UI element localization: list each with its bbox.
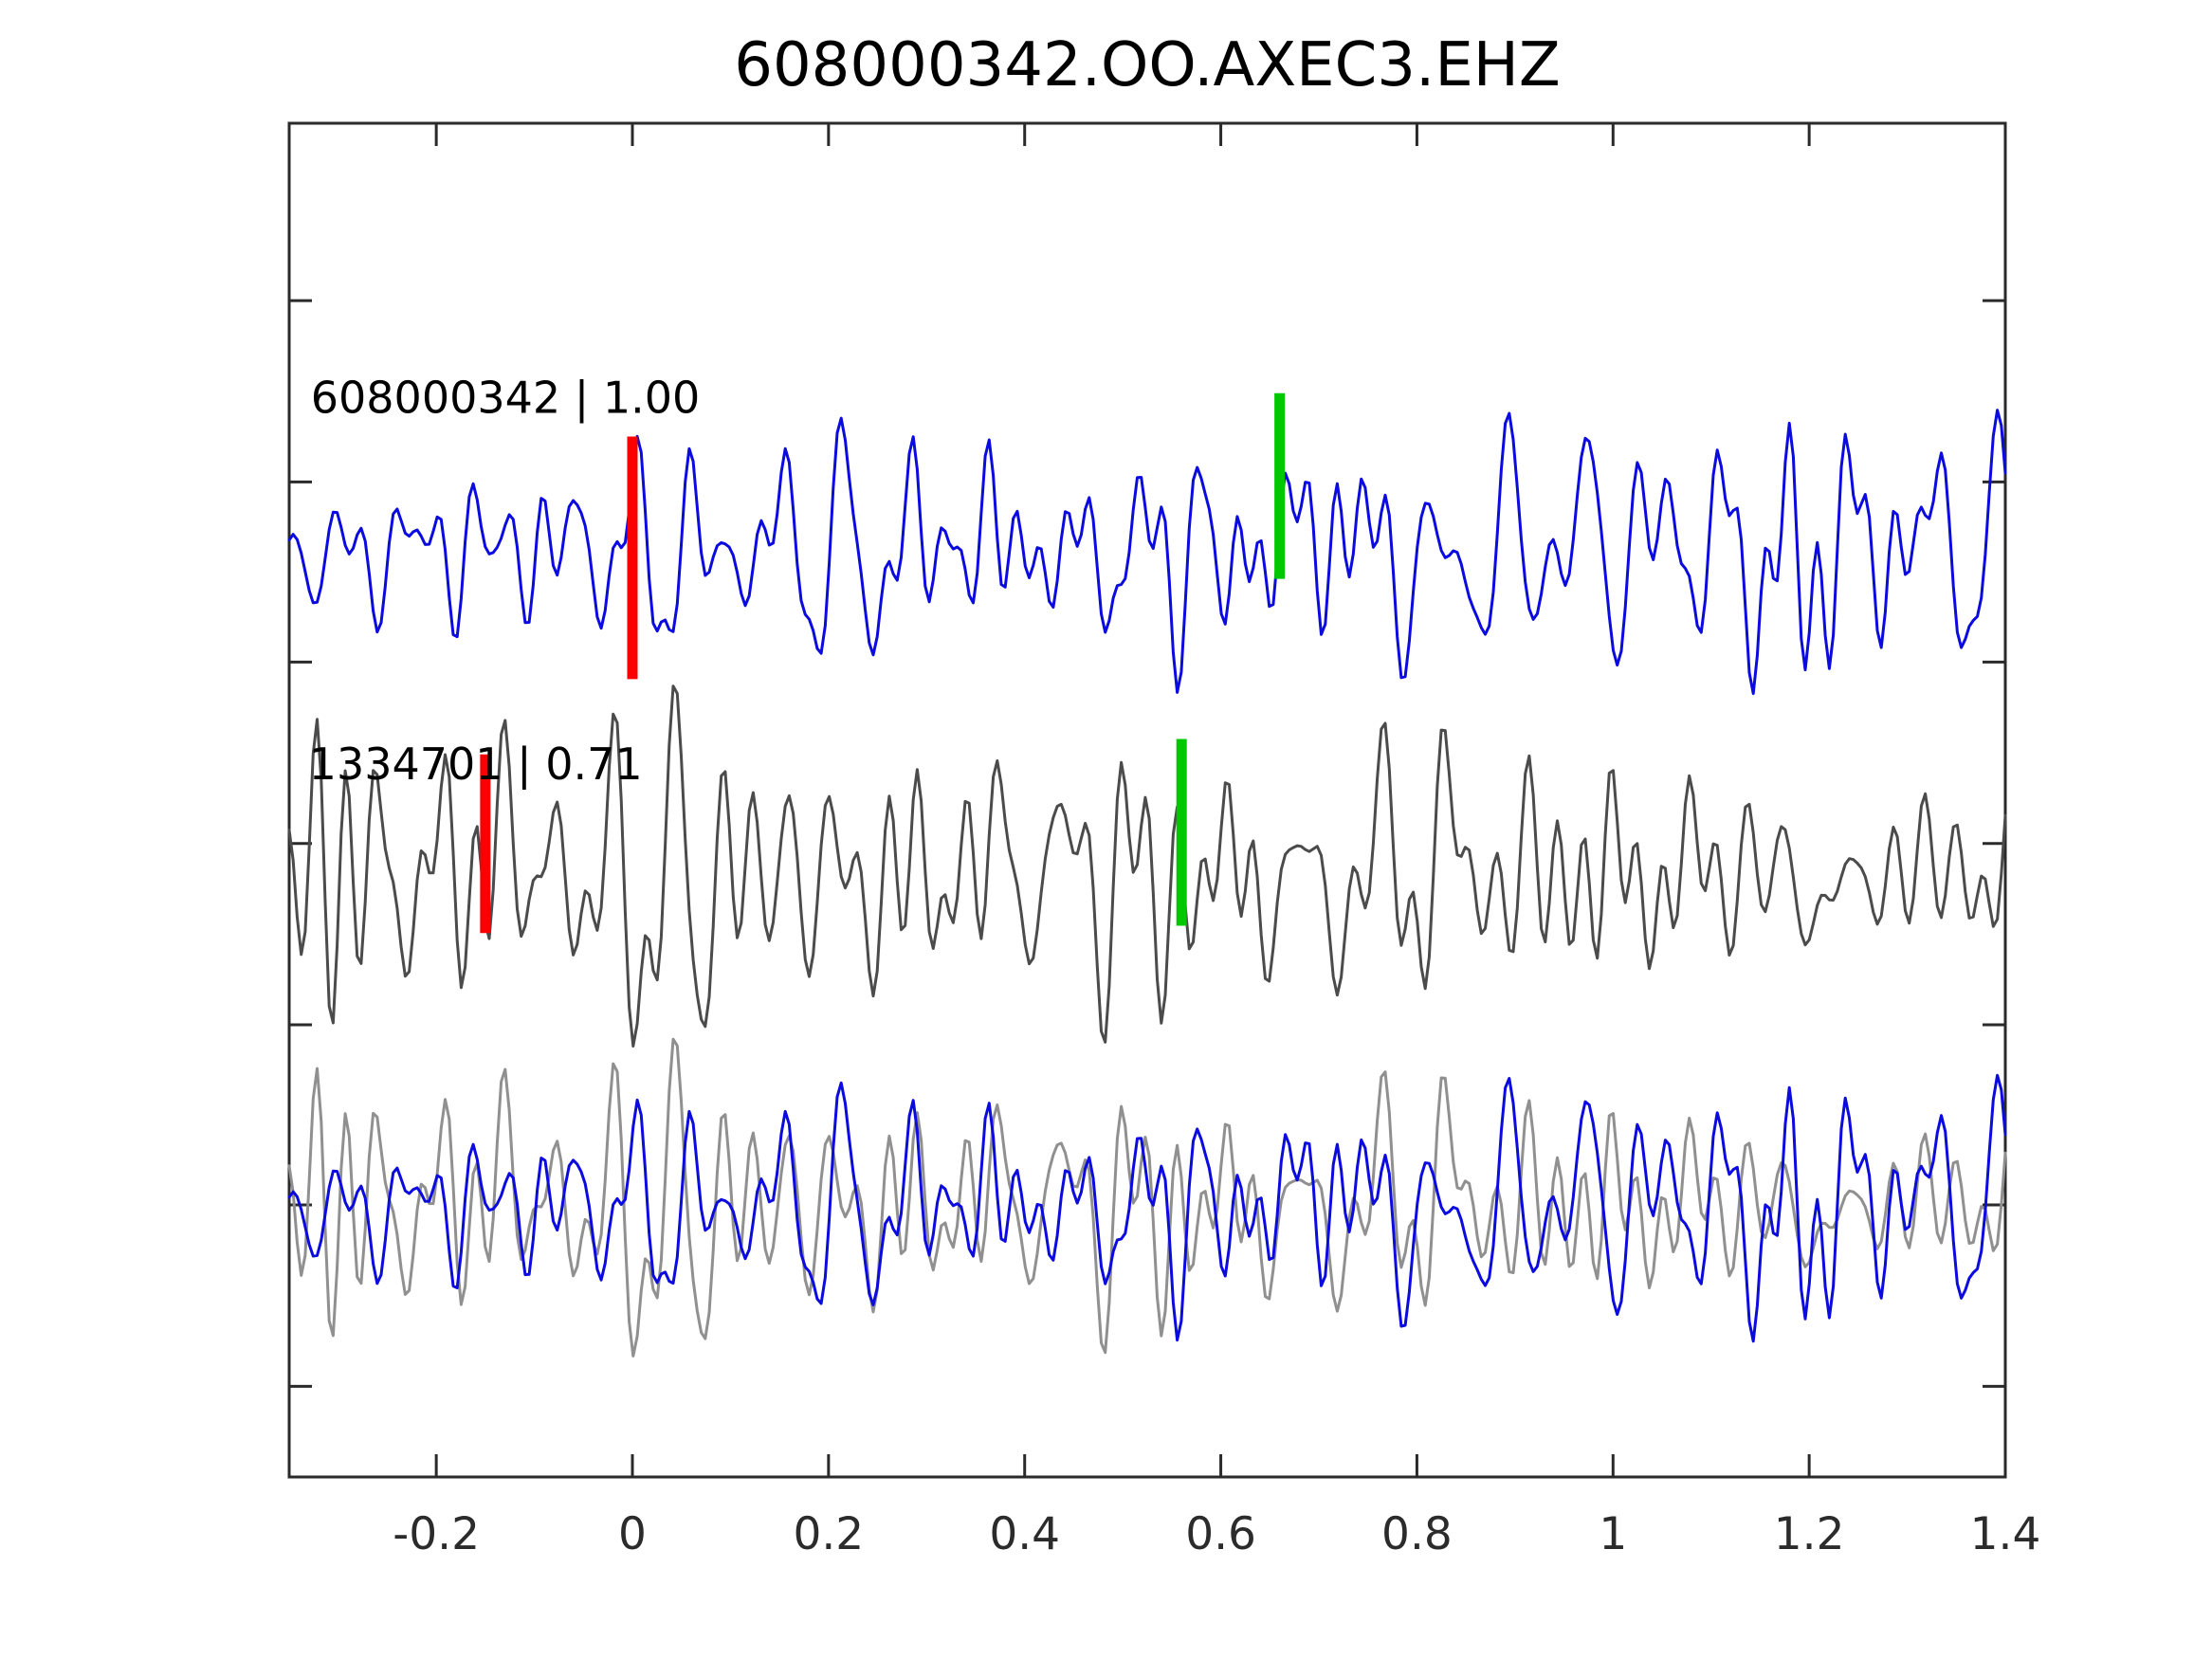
x-axis-tick-label: 0.8: [1381, 1508, 1453, 1560]
x-axis-tick-label: 0.2: [793, 1508, 864, 1560]
overlay-waveform-template: [287, 1037, 2007, 1358]
overlay-waveform-detection: [287, 1073, 2007, 1343]
waveform-trace-detection: [287, 409, 2007, 696]
x-axis-tick-label: 0.6: [1185, 1508, 1256, 1560]
x-axis-tick-label: 0: [618, 1508, 647, 1560]
trace-label-1334701: 1334701 | 0.71: [309, 738, 643, 791]
x-axis-tick-label: 1: [1599, 1508, 1627, 1560]
waveform-trace-template: [287, 684, 2007, 1048]
x-axis-tick-label: 1.4: [1970, 1508, 2041, 1560]
trace-label-608000342: 608000342 | 1.00: [311, 373, 701, 425]
x-axis-tick-label: 0.4: [989, 1508, 1060, 1560]
x-axis-tick-label: 1.2: [1774, 1508, 1845, 1560]
plot-title: 608000342.OO.AXEC3.EHZ: [734, 30, 1561, 100]
plot-frame: [287, 121, 2007, 1479]
x-axis-tick-label: -0.2: [393, 1508, 480, 1560]
